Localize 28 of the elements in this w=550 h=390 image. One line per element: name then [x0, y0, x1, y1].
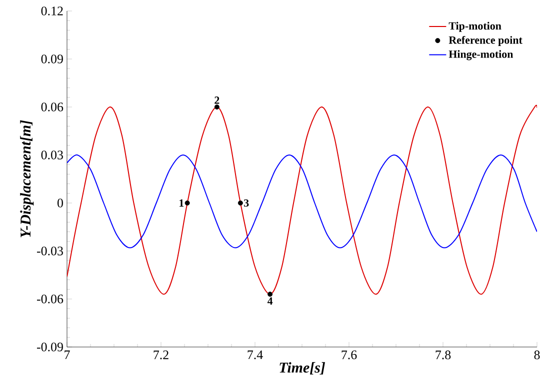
y-tick-label: 0.09	[41, 54, 63, 64]
x-tick-label: 7.6	[342, 350, 357, 360]
x-tick-label: 8	[534, 350, 540, 360]
legend-label: Tip-motion	[448, 22, 502, 32]
point	[214, 104, 220, 110]
legend-label: Reference point	[448, 36, 522, 46]
x-tick-label: 7.4	[248, 350, 263, 360]
y-tick-label: -0.06	[36, 294, 64, 304]
y-tick-label: 0.12	[41, 6, 63, 16]
y-tick-label: 0.06	[41, 102, 64, 112]
point	[238, 200, 243, 206]
point	[184, 200, 190, 206]
annotation: 4	[267, 297, 273, 305]
annotation: 3	[244, 199, 249, 207]
point	[268, 292, 273, 297]
annotation: 1	[180, 199, 184, 207]
x-tick-label: 7.8	[436, 350, 451, 360]
y-tick-label: -0.03	[36, 246, 63, 256]
x-tick-label: 7	[64, 350, 70, 359]
line-series	[67, 154, 538, 248]
y-tick-label: -0.09	[36, 342, 63, 352]
x-tick-label: 7.2	[154, 350, 168, 360]
y-axis-title: Y-Displacement[m]	[20, 120, 34, 238]
legend-label: Hinge-motion	[448, 50, 514, 60]
annotation: 2	[214, 96, 220, 104]
y-tick-label: 0.03	[41, 150, 63, 160]
x-axis-title: Time[s]	[280, 362, 326, 375]
y-tick-label: 0	[58, 198, 63, 208]
